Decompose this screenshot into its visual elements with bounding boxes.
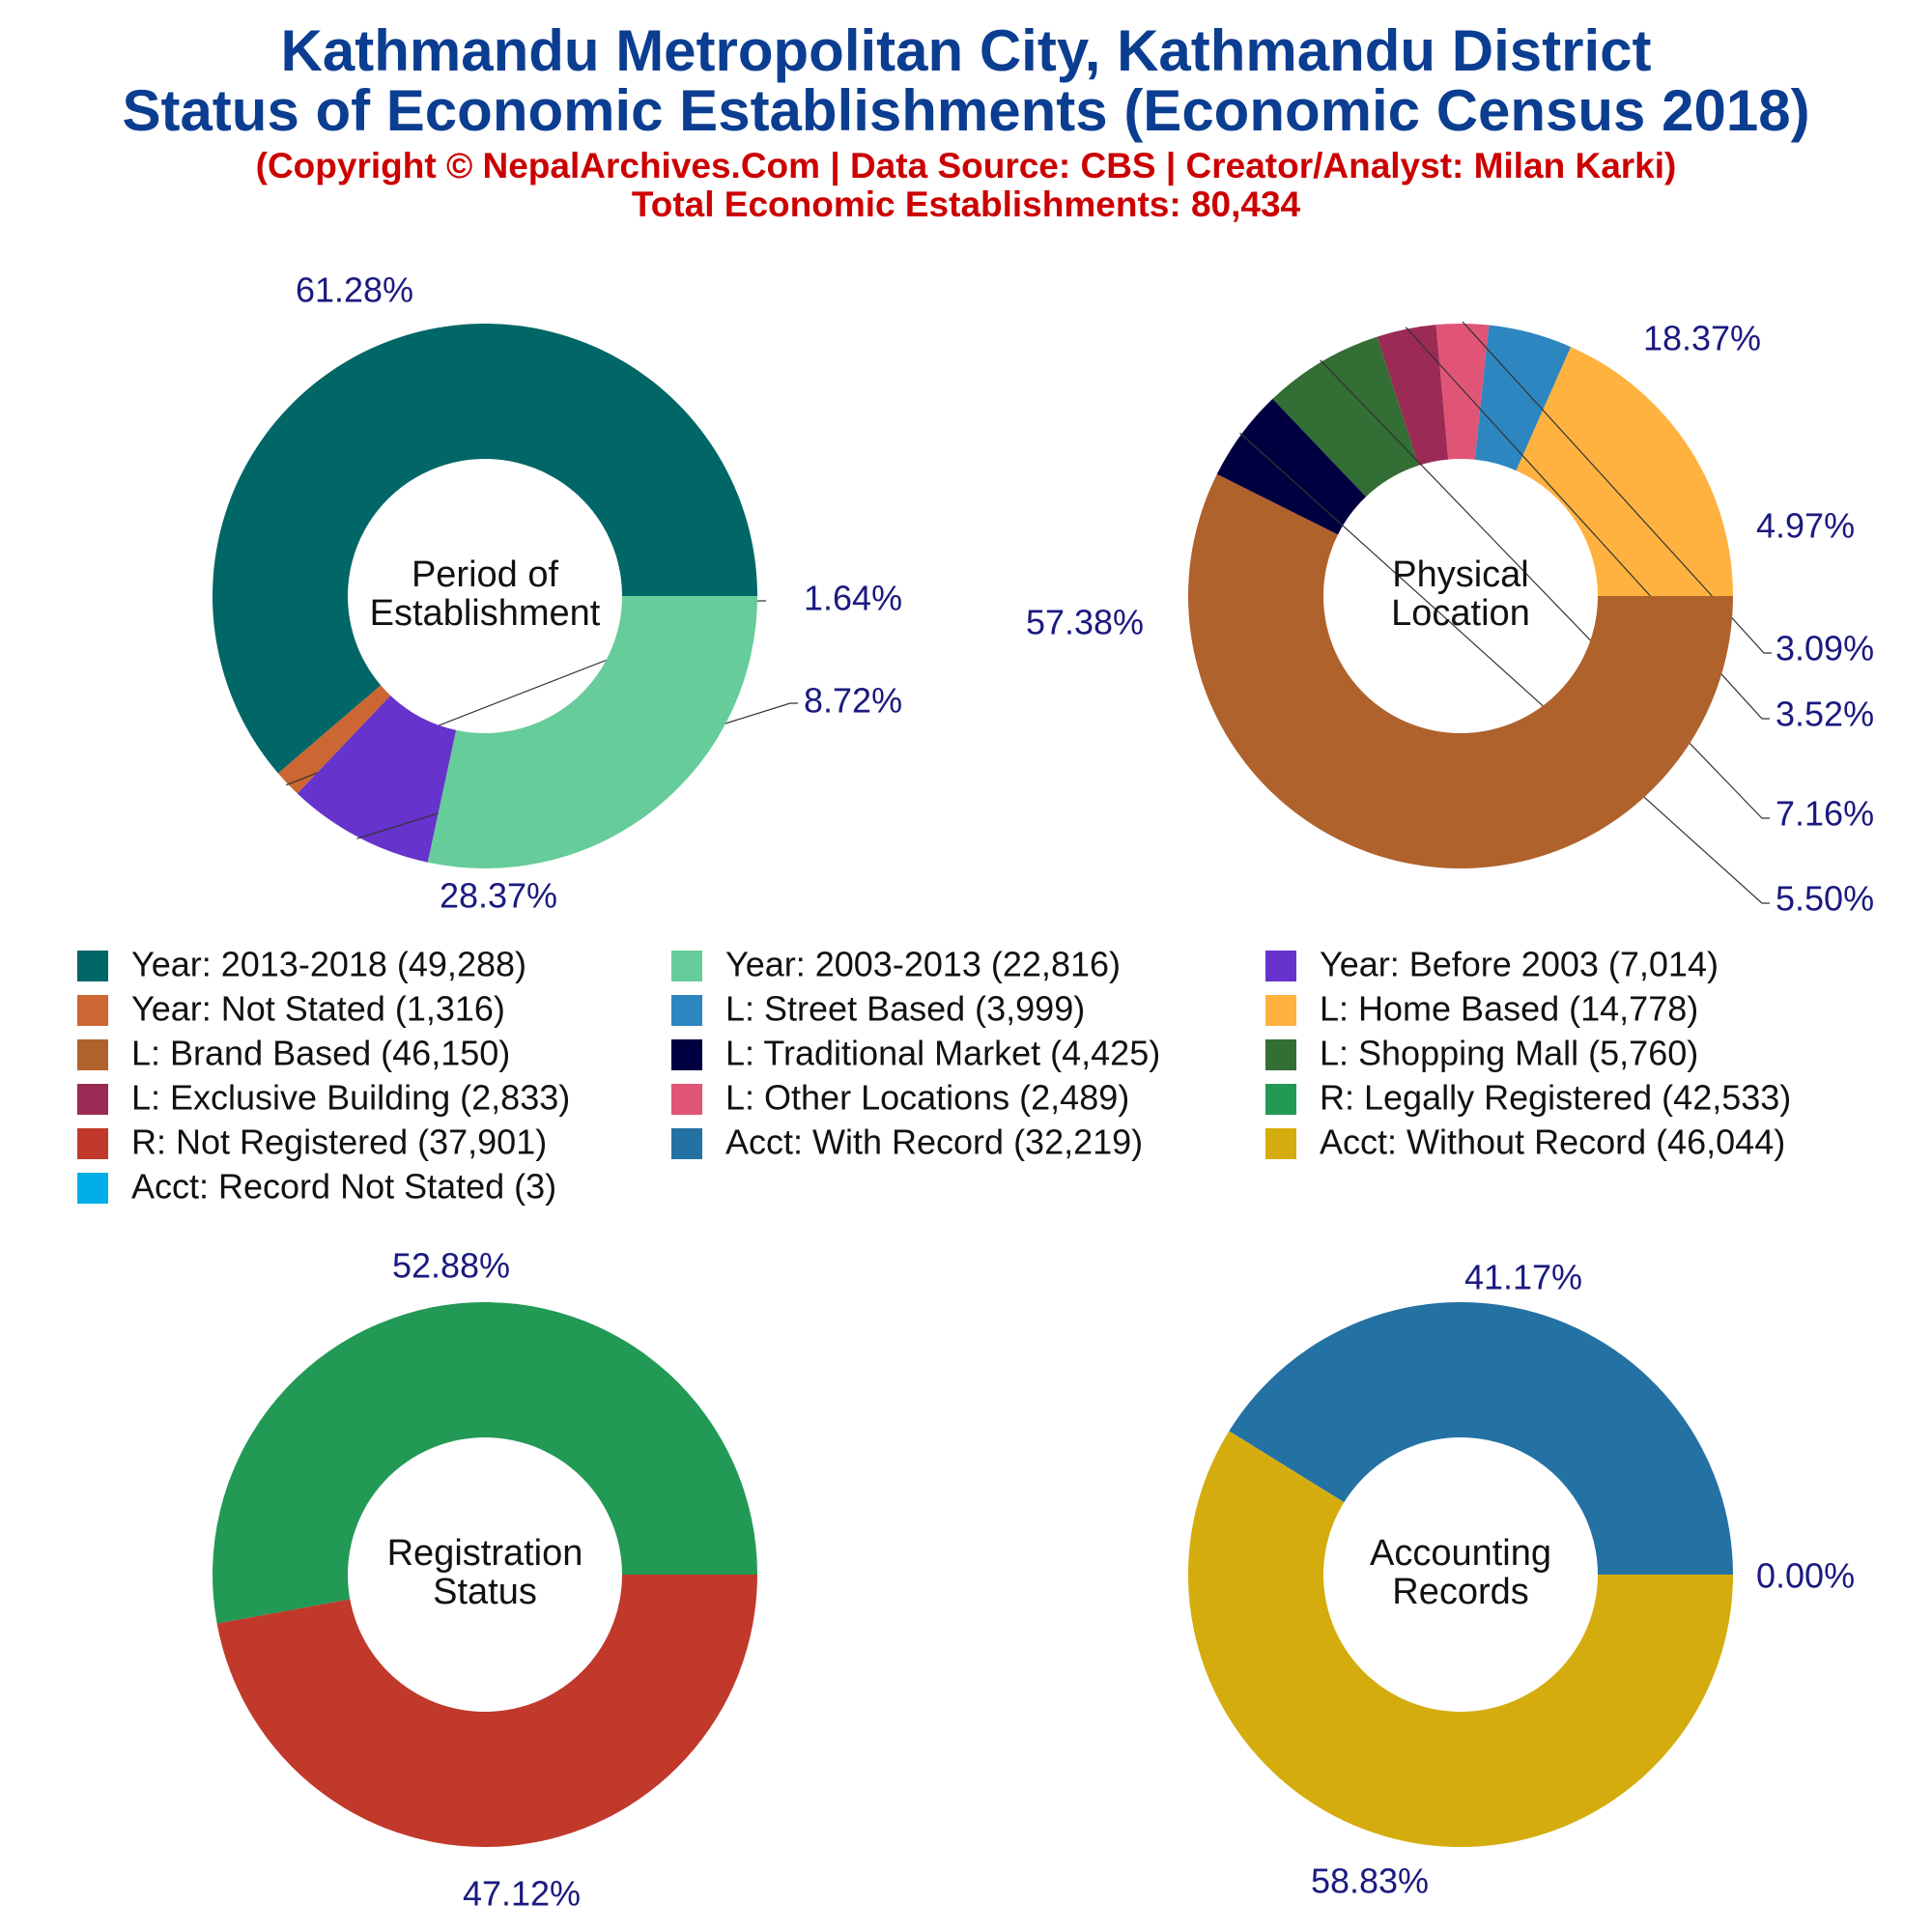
legend-swatch: [77, 1173, 108, 1204]
legend-swatch: [1265, 951, 1296, 981]
donut-chart-2: 18.37% 4.97% 3.09% 3.52% 7.16% 5.50% 57.38% Phy…: [1026, 319, 1874, 919]
legend-label: L: Traditional Market (4,425): [725, 1034, 1160, 1073]
legend-swatch: [1265, 995, 1296, 1026]
percent-label: 57.38%: [1026, 603, 1144, 642]
center-label: Physical: [1392, 554, 1529, 595]
leader-line: [1462, 321, 1772, 654]
donut-slice: [427, 596, 757, 868]
center-label: Records: [1392, 1572, 1529, 1612]
legend-label: R: Legally Registered (42,533): [1320, 1078, 1791, 1118]
legend-swatch: [1265, 1084, 1296, 1115]
legend-label: L: Home Based (14,778): [1320, 989, 1698, 1029]
legend-label: L: Other Locations (2,489): [725, 1078, 1129, 1118]
percent-label: 0.00%: [1756, 1556, 1855, 1596]
legend-swatch: [1265, 1128, 1296, 1159]
center-label: Registration: [387, 1533, 583, 1574]
leader-line: [285, 600, 766, 786]
donut-slice: [1216, 398, 1367, 535]
legend-swatch: [671, 951, 702, 981]
center-label: Establishment: [370, 593, 601, 634]
legend-swatch: [671, 995, 702, 1026]
legend-label: R: Not Registered (37,901): [131, 1122, 547, 1162]
percent-label: 3.09%: [1776, 629, 1874, 668]
donut-slice: [277, 685, 391, 794]
legend-label: L: Brand Based (46,150): [131, 1034, 510, 1073]
donut-slice: [1516, 347, 1733, 596]
donut-chart-1: 61.28% 1.64% 8.72% 28.37% Period ofEstablish…: [213, 270, 902, 916]
legend-swatch: [77, 1084, 108, 1115]
legend-swatch: [77, 1039, 108, 1070]
chart-credit: (Copyright © NepalArchives.Com | Data So…: [255, 146, 1677, 185]
chart-title-line1: Kathmandu Metropolitan City, Kathmandu D…: [280, 18, 1652, 83]
percent-label: 8.72%: [804, 681, 902, 721]
legend-swatch: [671, 1128, 702, 1159]
legend-swatch: [77, 995, 108, 1026]
percent-label: 1.64%: [804, 579, 902, 618]
percent-label: 47.12%: [463, 1874, 581, 1914]
legend-label: Year: Not Stated (1,316): [131, 989, 505, 1029]
donut-slice: [1229, 1302, 1733, 1575]
legend-swatch: [671, 1039, 702, 1070]
donut-slice: [1188, 1431, 1733, 1848]
center-label: Location: [1391, 593, 1530, 634]
legend-label: Acct: Record Not Stated (3): [131, 1167, 556, 1207]
donut-slice: [213, 323, 758, 774]
percent-label: 3.52%: [1776, 695, 1874, 734]
percent-label: 5.50%: [1776, 879, 1874, 919]
center-label: Period of: [412, 554, 559, 595]
percent-label: 18.37%: [1643, 319, 1761, 358]
percent-label: 41.17%: [1464, 1258, 1582, 1297]
leader-line: [1239, 432, 1770, 904]
chart-title-line2: Status of Economic Establishments (Econo…: [122, 78, 1810, 143]
center-label: Status: [433, 1572, 537, 1612]
percent-label: 28.37%: [440, 876, 557, 916]
legend-swatch: [1265, 1039, 1296, 1070]
leader-line: [1405, 327, 1770, 720]
percent-label: 4.97%: [1756, 506, 1855, 546]
legend-label: Year: Before 2003 (7,014): [1320, 945, 1719, 984]
center-label: Accounting: [1370, 1533, 1551, 1574]
leader-line: [1320, 359, 1770, 819]
percent-label: 61.28%: [296, 270, 413, 310]
legend-label: L: Exclusive Building (2,833): [131, 1078, 570, 1118]
legend-label: L: Shopping Mall (5,760): [1320, 1034, 1698, 1073]
percent-label: 7.16%: [1776, 794, 1874, 834]
donut-slice: [216, 1575, 757, 1847]
legend-swatch: [671, 1084, 702, 1115]
percent-label: 58.83%: [1311, 1861, 1429, 1901]
legend: Year: 2013-2018 (49,288) Year: 2003-2013 …: [77, 945, 1791, 1207]
donut-slice: [1272, 336, 1419, 497]
donut-slice: [1187, 473, 1733, 868]
chart-total: Total Economic Establishments: 80,434: [631, 185, 1301, 224]
legend-swatch: [77, 951, 108, 981]
donut-slice: [1377, 325, 1449, 466]
donut-slice: [1435, 324, 1490, 460]
donut-slice: [212, 1302, 757, 1624]
legend-label: Acct: Without Record (46,044): [1320, 1122, 1785, 1162]
legend-label: L: Street Based (3,999): [725, 989, 1085, 1029]
legend-swatch: [77, 1128, 108, 1159]
legend-label: Acct: With Record (32,219): [725, 1122, 1143, 1162]
percent-label: 52.88%: [392, 1246, 510, 1286]
legend-label: Year: 2003-2013 (22,816): [725, 945, 1121, 984]
header: Kathmandu Metropolitan City, Kathmandu D…: [0, 21, 1932, 224]
legend-label: Year: 2013-2018 (49,288): [131, 945, 526, 984]
